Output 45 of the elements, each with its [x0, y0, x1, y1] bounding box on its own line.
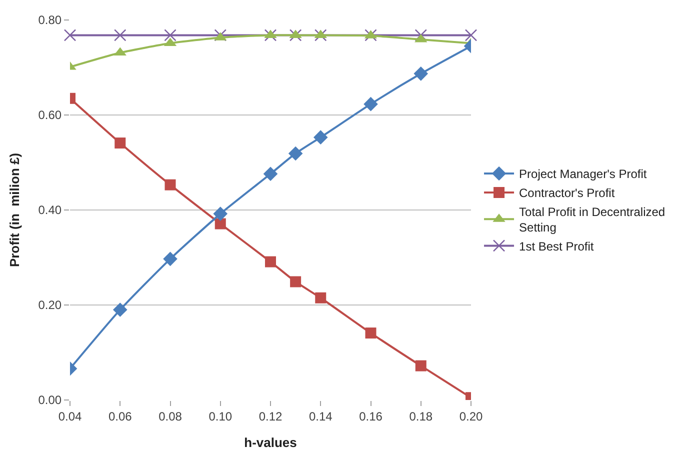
- x-tick-label: 0.18: [409, 409, 433, 424]
- point: [114, 29, 126, 42]
- x-tick-label: 0.12: [258, 409, 282, 424]
- point: [289, 29, 302, 42]
- point: [263, 166, 278, 182]
- legend-label: Total Profit in Decentralized Setting: [519, 204, 666, 235]
- legend-label: 1st Best Profit: [519, 239, 594, 254]
- point: [264, 29, 277, 42]
- x-tick-label: 0.20: [459, 409, 483, 424]
- point: [313, 130, 328, 144]
- legend-label: Contractor's Profit: [519, 186, 616, 200]
- x-tick-label: 0.14: [308, 409, 333, 424]
- point: [365, 328, 376, 339]
- y-tick-label: 0.60: [38, 108, 62, 122]
- point: [314, 29, 327, 42]
- point: [163, 252, 178, 266]
- point: [164, 29, 176, 42]
- y-tick-label: 0.40: [38, 203, 62, 218]
- y-tick-label: 0.00: [38, 393, 62, 408]
- x-tick-label: 0.04: [58, 409, 82, 424]
- x-axis-title: h-values: [244, 435, 297, 450]
- point: [415, 360, 426, 372]
- x-tick-label: 0.06: [108, 409, 132, 424]
- point: [114, 138, 126, 149]
- point: [414, 66, 428, 81]
- point: [288, 146, 303, 161]
- point: [464, 29, 478, 42]
- point: [364, 96, 378, 112]
- y-tick-label: 0.80: [38, 13, 62, 28]
- point: [315, 292, 326, 304]
- x-tick-label: 0.08: [158, 409, 182, 424]
- point: [213, 206, 228, 221]
- x-tick-label: 0.10: [208, 409, 232, 424]
- point: [364, 29, 377, 42]
- point: [214, 218, 226, 230]
- y-tick-label: 0.20: [38, 298, 62, 312]
- y-axis-title: Profit (in milion £): [7, 152, 22, 268]
- point: [164, 179, 176, 190]
- x-tick-label: 0.16: [359, 409, 383, 424]
- point: [290, 276, 302, 288]
- point: [265, 256, 276, 268]
- legend-label: Project Manager's Profit: [519, 167, 648, 182]
- point: [64, 29, 76, 42]
- point: [112, 302, 128, 317]
- point: [414, 29, 428, 42]
